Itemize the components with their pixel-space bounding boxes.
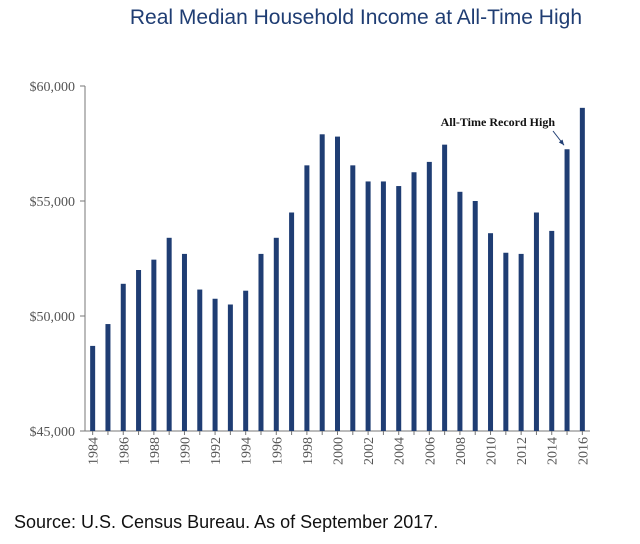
bar-1993 — [227, 304, 233, 431]
annotation-label: All-Time Record High — [441, 115, 556, 129]
annotation: All-Time Record High — [441, 115, 565, 146]
x-tick-label: 1988 — [148, 437, 163, 465]
y-axis: $45,000 $50,000 $55,000 $60,000 — [30, 80, 86, 440]
bar-1998 — [304, 165, 310, 431]
source-note: Source: U.S. Census Bureau. As of Septem… — [14, 512, 439, 532]
x-tick-label: 2000 — [332, 437, 347, 465]
bar-1995 — [258, 253, 264, 431]
y-tick-label: $50,000 — [30, 310, 76, 325]
x-tick-label: 2008 — [454, 437, 469, 465]
bar-1992 — [212, 298, 218, 431]
bar-1996 — [273, 237, 279, 431]
y-tick-label: $45,000 — [30, 425, 76, 440]
x-tick-label: 2012 — [515, 437, 530, 465]
x-tick-label: 2006 — [423, 437, 438, 465]
bar-1985 — [105, 324, 111, 431]
y-tick-label: $55,000 — [30, 195, 76, 210]
bar-2004 — [396, 186, 402, 431]
x-tick-label: 2014 — [546, 437, 561, 465]
x-tick-label: 1986 — [117, 437, 132, 465]
x-tick-label: 1998 — [301, 437, 316, 465]
bar-2012 — [518, 253, 524, 431]
x-tick-label: 1994 — [240, 437, 255, 465]
bar-2008 — [457, 191, 463, 431]
x-tick-label: 2016 — [576, 437, 591, 465]
bar-2014 — [549, 230, 555, 431]
bar-2015 — [564, 149, 570, 431]
x-tick-label: 2004 — [393, 437, 408, 465]
bar-2011 — [503, 252, 509, 431]
bar-1999 — [319, 134, 325, 432]
x-tick-label: 1984 — [87, 437, 102, 465]
bar-2013 — [533, 212, 539, 431]
bar-2007 — [442, 144, 448, 431]
chart-title: Real Median Household Income at All-Time… — [129, 6, 582, 29]
bar-1984 — [90, 345, 96, 431]
bars — [90, 107, 585, 432]
bar-2016 — [579, 107, 585, 431]
bar-1989 — [166, 237, 172, 431]
bar-1991 — [197, 289, 203, 431]
x-axis: 1984 1986 1988 1990 1992 1994 1996 1998 2000 2002… — [85, 430, 591, 465]
x-tick-label: 1992 — [209, 437, 224, 465]
x-tick-label: 1990 — [178, 437, 193, 465]
annotation-arrowhead — [558, 139, 565, 146]
bar-1990 — [181, 253, 187, 431]
bar-1997 — [289, 212, 295, 431]
bar-2005 — [411, 172, 417, 431]
bar-2003 — [380, 181, 386, 431]
bar-2010 — [488, 233, 494, 431]
bar-2009 — [472, 201, 478, 431]
bar-2001 — [350, 165, 356, 431]
bar-1988 — [151, 259, 157, 431]
bar-1994 — [243, 290, 249, 431]
bar-1986 — [120, 283, 126, 431]
bar-2006 — [426, 161, 432, 431]
bar-2002 — [365, 181, 371, 431]
y-tick-label: $60,000 — [30, 80, 76, 95]
x-tick-label: 1996 — [270, 437, 285, 465]
bar-1987 — [136, 270, 142, 431]
x-tick-label: 2010 — [485, 437, 500, 465]
bar-2000 — [335, 136, 340, 431]
x-tick-label: 2002 — [362, 437, 377, 465]
